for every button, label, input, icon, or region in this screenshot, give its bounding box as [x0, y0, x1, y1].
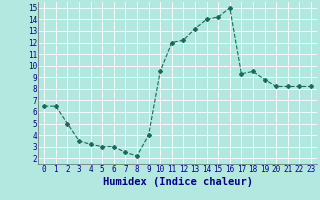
X-axis label: Humidex (Indice chaleur): Humidex (Indice chaleur) [103, 177, 252, 187]
